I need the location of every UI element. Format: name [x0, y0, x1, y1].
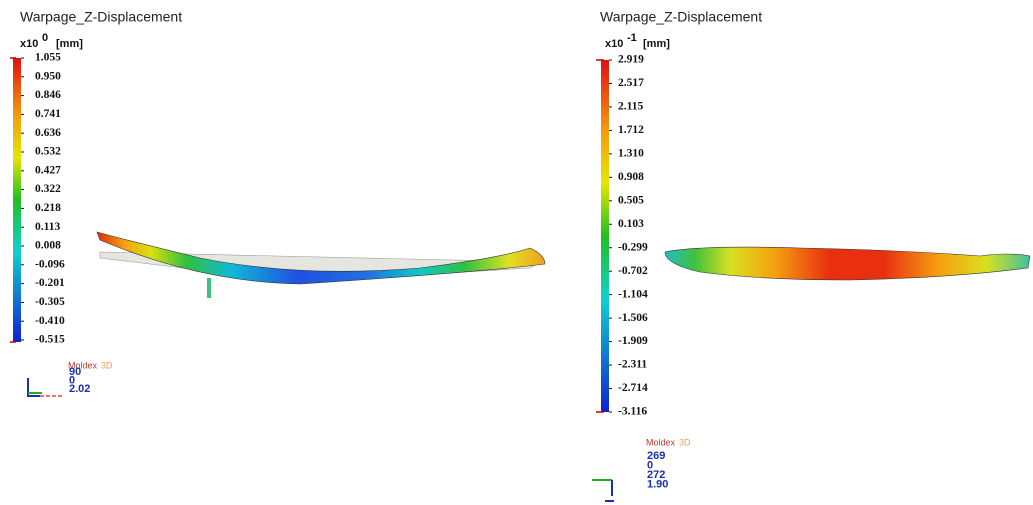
scale-label: -0.515 [35, 334, 65, 346]
scale-label: -2.714 [618, 382, 648, 394]
scale-label: 0.427 [35, 164, 61, 176]
scale-label: 0.113 [35, 221, 60, 233]
logo: Moldex [646, 437, 676, 447]
scale-label: 0.218 [35, 202, 61, 214]
scale-label: -1.506 [618, 312, 648, 324]
scale-label: 0.008 [35, 240, 61, 252]
unit: [mm] [643, 38, 670, 50]
title: Warpage_Z-Displacement [20, 9, 182, 25]
scale-label: 0.950 [35, 70, 61, 82]
scale-label: 0.741 [35, 108, 61, 120]
scale-label: 0.636 [35, 127, 61, 139]
scale-label: -2.311 [618, 359, 647, 371]
scale-label: -0.305 [35, 296, 65, 308]
scale-label: -0.096 [35, 258, 65, 270]
scale-label: -0.702 [618, 265, 648, 277]
exponent: 0 [42, 32, 48, 44]
view-value: 1.90 [647, 478, 668, 490]
exponent: -1 [627, 32, 637, 44]
scale-label: 0.103 [618, 218, 644, 230]
logo-suffix: 3D [679, 437, 691, 447]
scale-label: -1.909 [618, 335, 648, 347]
part [665, 247, 1030, 280]
scale-label: -0.201 [35, 277, 65, 289]
scale-label: 2.115 [618, 101, 643, 113]
unit-prefix: x10 [20, 38, 38, 50]
scale-label: 1.055 [35, 52, 61, 64]
screen: Warpage_Z-Displacement x10 0 [mm] Moldex… [0, 0, 1033, 505]
view-value: 2.02 [69, 383, 90, 395]
title: Warpage_Z-Displacement [600, 9, 762, 25]
unit: [mm] [56, 38, 83, 50]
unit-prefix: x10 [605, 38, 623, 50]
scale-label: 1.712 [618, 124, 644, 136]
scale-label: 0.505 [618, 194, 644, 206]
scale-label: -1.104 [618, 288, 648, 300]
scale-label: 0.532 [35, 146, 61, 158]
color-bar [601, 60, 609, 412]
scale-label: -0.299 [618, 241, 648, 253]
logo-suffix: 3D [101, 360, 113, 370]
scale-label: -0.410 [35, 315, 65, 327]
scale-label: 0.846 [35, 89, 61, 101]
scale-label: 2.919 [618, 54, 644, 66]
scale-label: 2.517 [618, 77, 644, 89]
scale-label: 0.322 [35, 183, 61, 195]
scale-label: 0.908 [618, 171, 644, 183]
color-bar [13, 58, 21, 342]
part-rib [207, 278, 211, 298]
scale-label: -3.116 [618, 406, 647, 418]
scale-label: 1.310 [618, 148, 644, 160]
